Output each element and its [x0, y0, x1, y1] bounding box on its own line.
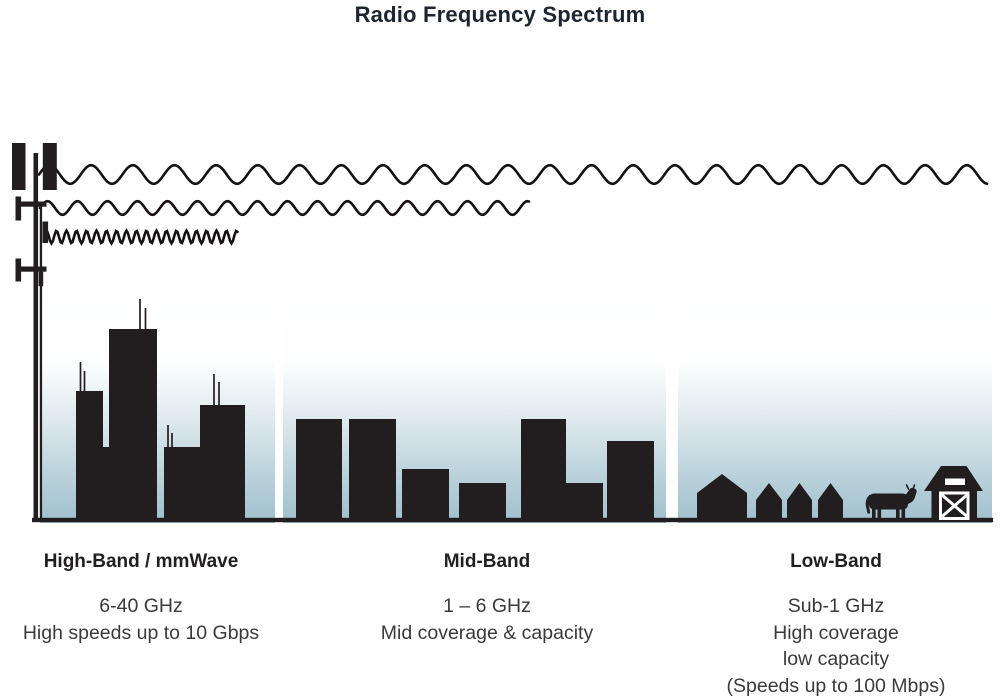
- cow-tail: [865, 494, 873, 514]
- mid-band-skyline: [296, 419, 654, 521]
- cow-leg: [896, 505, 900, 519]
- mid-band-title: Mid-Band: [443, 551, 531, 572]
- building: [349, 419, 396, 521]
- building: [566, 483, 603, 521]
- low-band-description-3: (Speeds up to 100 Mbps): [726, 674, 946, 697]
- building: [164, 447, 200, 521]
- building: [521, 419, 566, 521]
- tower-mast: [33, 153, 39, 521]
- tower-crossarm: [19, 201, 47, 207]
- ground-line: [32, 517, 993, 523]
- high-band-frequency: 6-40 GHz: [99, 595, 183, 617]
- high-band-description: High speeds up to 10 Gbps: [22, 621, 260, 644]
- tower-cable: [39, 206, 43, 521]
- tower-antenna-panel: [15, 196, 22, 221]
- house-icon: [787, 483, 812, 521]
- building: [76, 391, 103, 521]
- building: [102, 447, 110, 521]
- cell-tower-icon: [12, 143, 57, 521]
- low-band-label-group: Low-Band Sub-1 GHz High coverage low cap…: [656, 550, 1000, 699]
- building: [459, 483, 506, 521]
- low-band-description-2: low capacity: [782, 648, 890, 670]
- low-frequency-wave: [37, 163, 989, 186]
- barn-door-crossbuck: [941, 493, 968, 518]
- tower-antenna-panel: [12, 143, 26, 190]
- house-icon: [818, 483, 843, 521]
- mid-frequency-wave: [38, 199, 531, 217]
- tower-antenna-panel: [42, 143, 57, 190]
- barn-hayloft-window: [945, 478, 965, 485]
- low-band-scenery: [697, 466, 983, 521]
- tower-mount-stub: [38, 271, 44, 287]
- high-band-title: High-Band / mmWave: [43, 551, 239, 572]
- cow-icon: [865, 484, 917, 519]
- cow-leg: [901, 505, 906, 519]
- mid-band-label-group: Mid-Band 1 – 6 GHz Mid coverage & capaci…: [307, 550, 667, 646]
- low-band-frequency: Sub-1 GHz: [787, 595, 885, 617]
- mid-band-description: Mid coverage & capacity: [380, 621, 594, 644]
- house-icon: [756, 483, 782, 521]
- cow-horns: [905, 484, 916, 490]
- low-band-title: Low-Band: [790, 551, 882, 572]
- cow-leg: [872, 505, 876, 519]
- diagram-title: Radio Frequency Spectrum: [354, 2, 646, 27]
- high-band-label-group: High-Band / mmWave 6-40 GHz High speeds …: [0, 550, 321, 646]
- tower-antenna-panel: [42, 221, 49, 243]
- tower-antenna-panel: [15, 258, 22, 282]
- mid-band-frequency: 1 – 6 GHz: [443, 595, 531, 617]
- building: [200, 405, 245, 521]
- building: [607, 441, 654, 521]
- house-icon: [697, 474, 747, 521]
- building: [109, 329, 157, 521]
- high-band-skyline: [76, 299, 245, 521]
- building: [296, 419, 342, 521]
- low-band-description-1: High coverage: [773, 621, 899, 644]
- barn-icon: [924, 466, 983, 521]
- high-frequency-wave: [42, 228, 239, 246]
- cow-leg: [877, 505, 882, 519]
- cow-head: [902, 487, 917, 505]
- building: [402, 469, 449, 521]
- tower-crossarm: [19, 266, 47, 272]
